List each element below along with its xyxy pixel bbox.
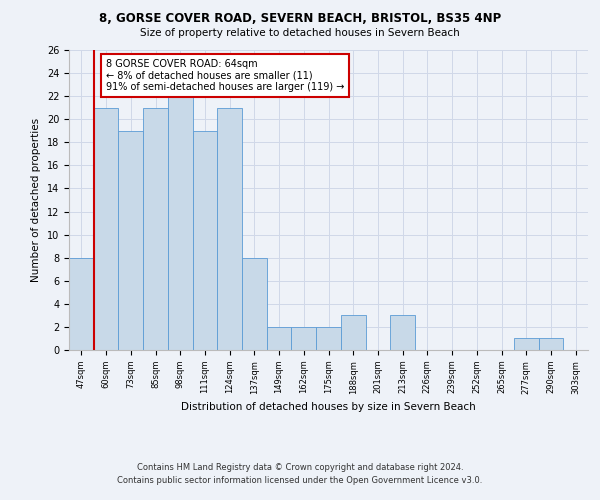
Bar (94, 108, 118, 350)
Bar (316, 327, 341, 350)
Text: Contains HM Land Registry data © Crown copyright and database right 2024.: Contains HM Land Registry data © Crown c… (137, 462, 463, 471)
Text: Contains public sector information licensed under the Open Government Licence v3: Contains public sector information licen… (118, 476, 482, 485)
Bar (168, 96, 193, 350)
Y-axis label: Number of detached properties: Number of detached properties (31, 118, 41, 282)
Bar (242, 258, 267, 350)
Bar (217, 108, 242, 350)
Bar (292, 327, 316, 350)
Bar (143, 108, 168, 350)
Bar (390, 316, 415, 350)
Text: 8 GORSE COVER ROAD: 64sqm
← 8% of detached houses are smaller (11)
91% of semi-d: 8 GORSE COVER ROAD: 64sqm ← 8% of detach… (106, 59, 344, 92)
Bar (118, 131, 143, 350)
Bar (69, 258, 94, 350)
Text: 8, GORSE COVER ROAD, SEVERN BEACH, BRISTOL, BS35 4NP: 8, GORSE COVER ROAD, SEVERN BEACH, BRIST… (99, 12, 501, 26)
Bar (539, 338, 563, 350)
Text: Size of property relative to detached houses in Severn Beach: Size of property relative to detached ho… (140, 28, 460, 38)
Bar (514, 338, 539, 350)
Bar (267, 327, 292, 350)
Text: Distribution of detached houses by size in Severn Beach: Distribution of detached houses by size … (181, 402, 476, 412)
Bar (193, 131, 217, 350)
Bar (341, 316, 365, 350)
